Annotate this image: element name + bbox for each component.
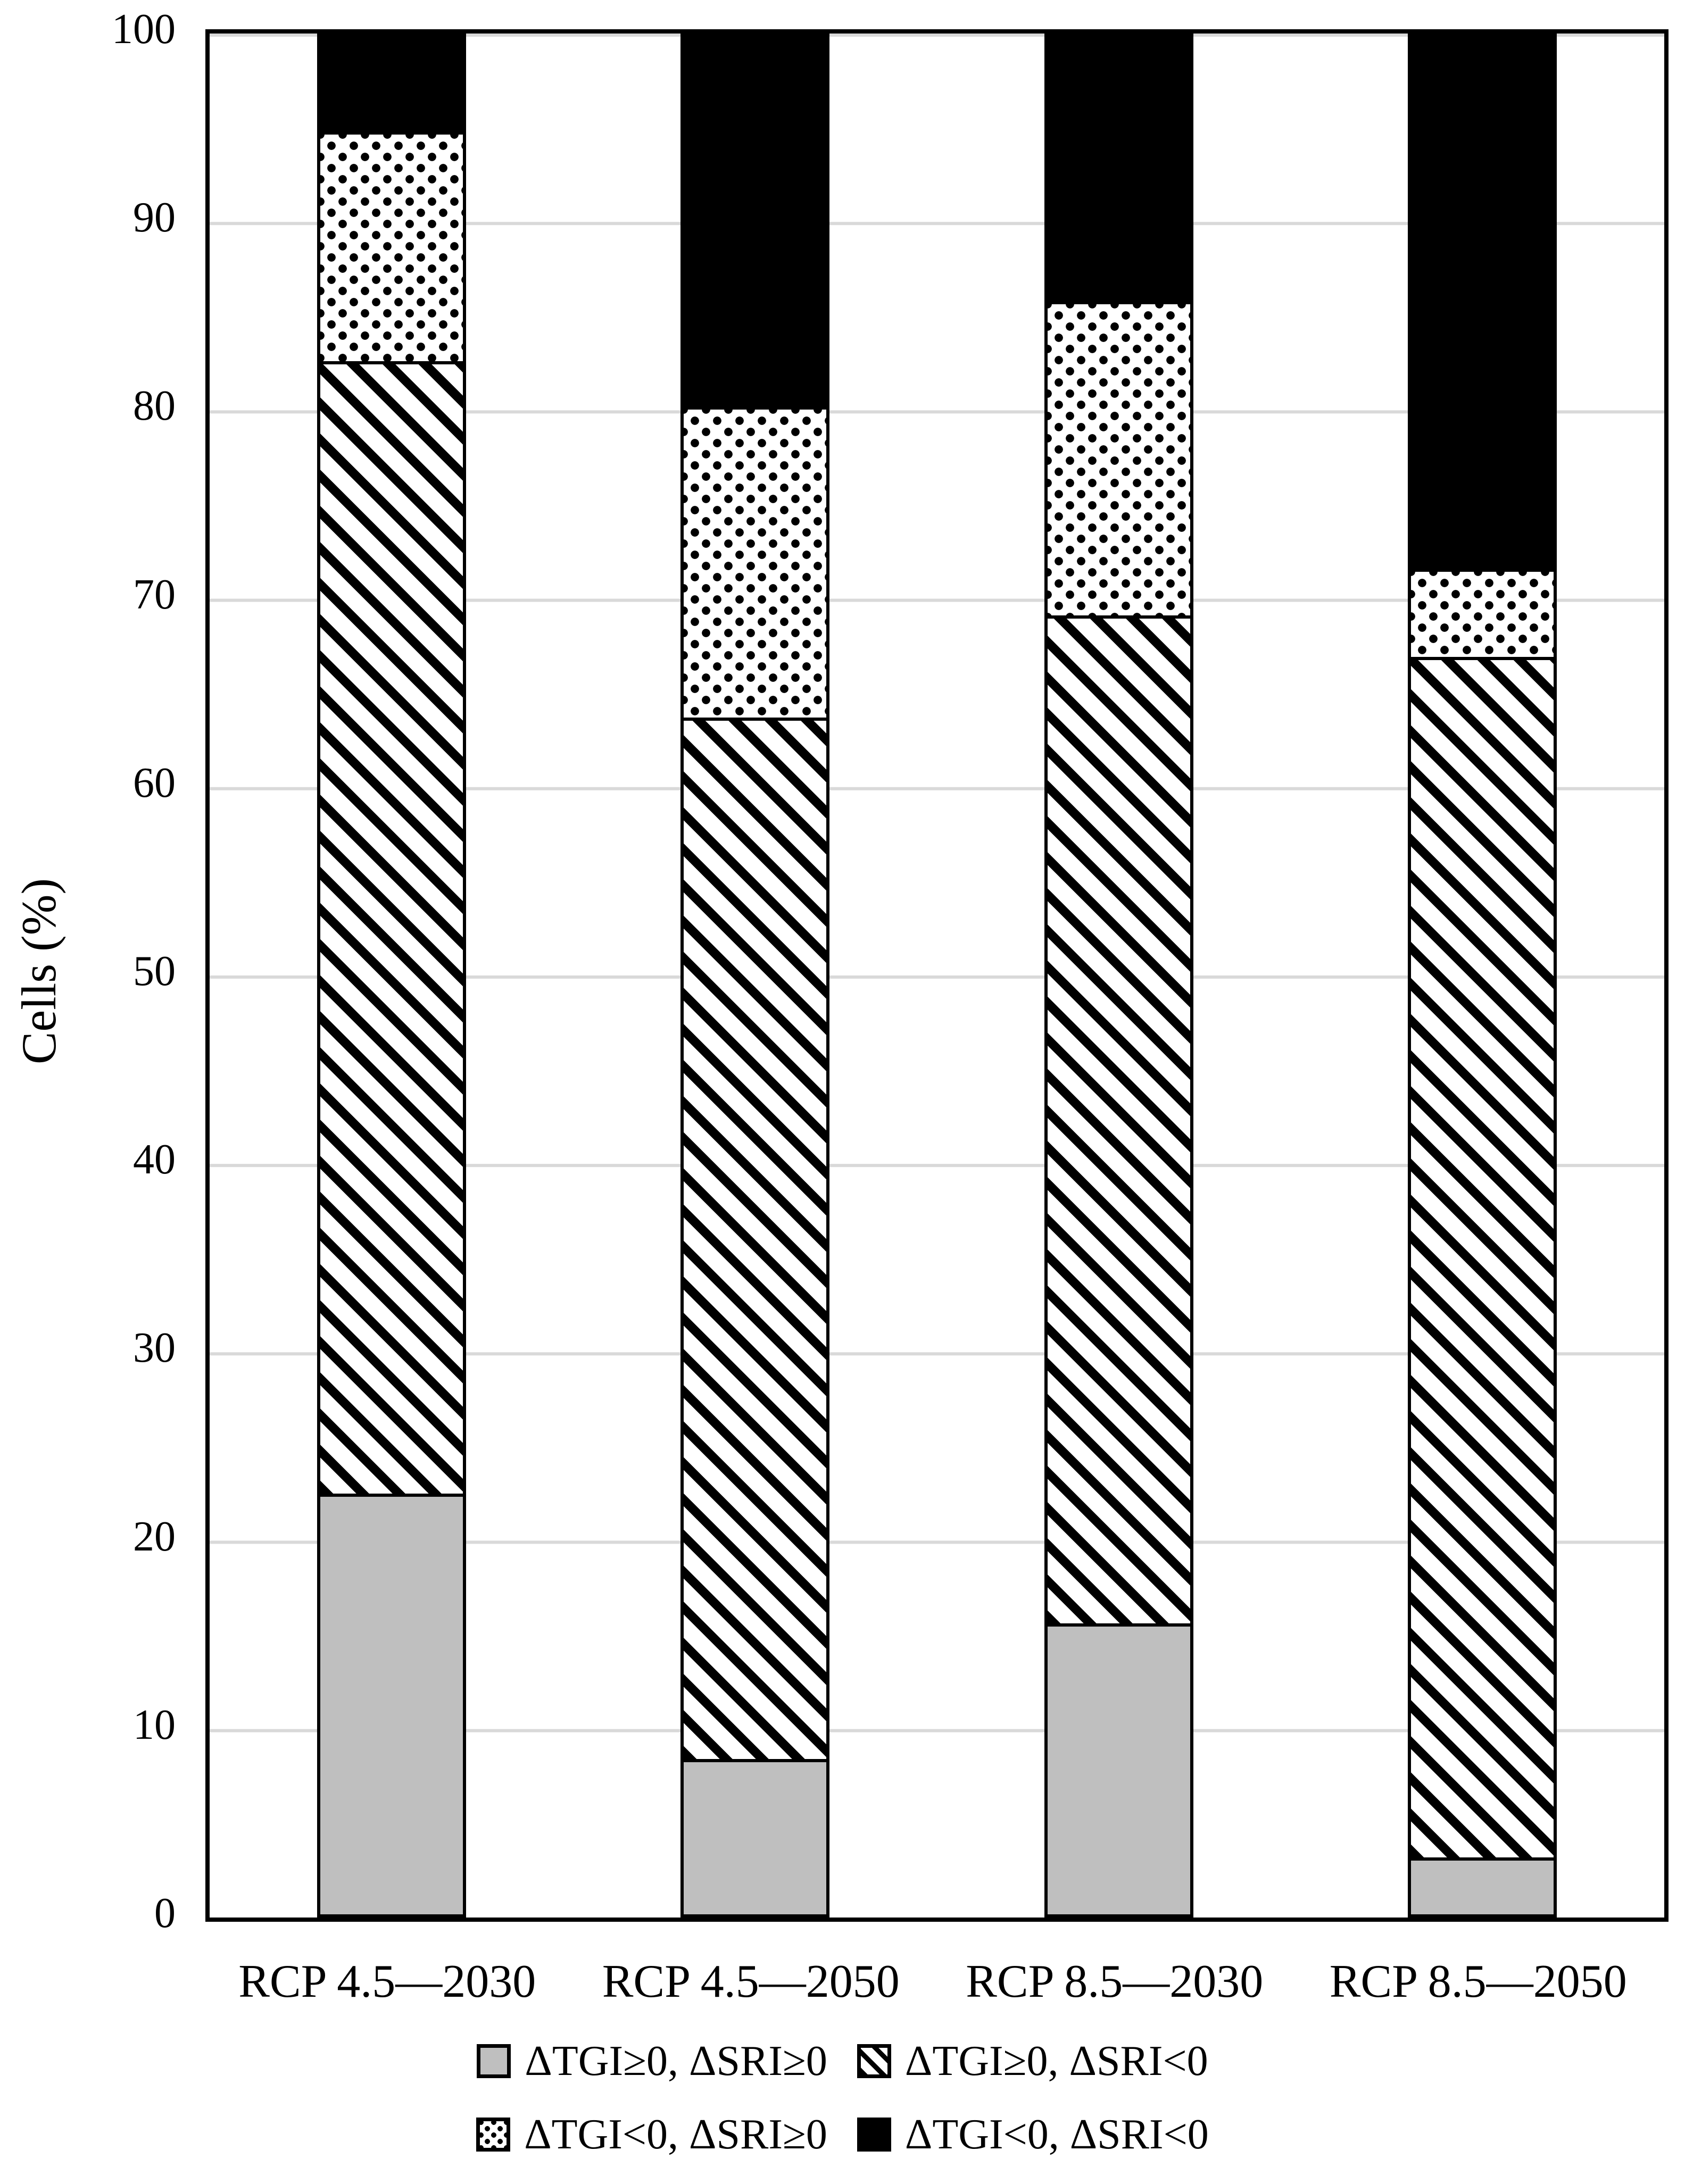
bar-segment-rcp-8-5-2050-series-1 — [1408, 657, 1557, 1857]
x-category-label-rcp-4-5-2030: RCP 4.5—2030 — [238, 1956, 536, 2007]
legend-item-tgi-0-sri-0: ΔTGI<0, ΔSRI≥0 — [476, 2108, 827, 2161]
bar-segment-rcp-8-5-2050-series-0 — [1408, 1857, 1557, 1918]
legend-row-2: ΔTGI<0, ΔSRI≥0 ΔTGI<0, ΔSRI<0 — [476, 2108, 1209, 2161]
plot-area — [205, 29, 1669, 1922]
legend-label: ΔTGI<0, ΔSRI<0 — [904, 2111, 1209, 2158]
y-tick-label-0: 0 — [154, 1890, 176, 1937]
bar-rcp-4-5-2030 — [317, 34, 466, 1918]
y-tick-label-50: 50 — [133, 948, 176, 995]
y-tick-label-30: 30 — [133, 1324, 176, 1372]
bar-segment-rcp-4-5-2050-series-1 — [680, 717, 830, 1760]
bar-segment-rcp-8-5-2030-series-2 — [1044, 301, 1193, 616]
bar-segment-rcp-8-5-2030-series-0 — [1044, 1623, 1193, 1918]
legend-label: ΔTGI≥0, ΔSRI<0 — [904, 2038, 1208, 2085]
bar-segment-rcp-4-5-2030-series-3 — [317, 34, 466, 132]
legend-item-tgi-0-sri-0: ΔTGI≥0, ΔSRI<0 — [857, 2035, 1208, 2088]
y-tick-label-80: 80 — [133, 382, 176, 430]
bar-segment-rcp-8-5-2030-series-1 — [1044, 615, 1193, 1624]
bar-segment-rcp-4-5-2050-series-0 — [680, 1759, 830, 1918]
legend-item-tgi-0-sri-0: ΔTGI<0, ΔSRI<0 — [857, 2108, 1209, 2161]
bar-segment-rcp-4-5-2030-series-1 — [317, 361, 466, 1494]
bar-segment-rcp-4-5-2030-series-0 — [317, 1494, 466, 1918]
bar-segment-rcp-4-5-2050-series-3 — [680, 34, 830, 407]
legend-item-tgi-0-sri-0: ΔTGI≥0, ΔSRI≥0 — [477, 2035, 827, 2088]
bar-segment-rcp-8-5-2050-series-3 — [1408, 34, 1557, 569]
bar-segment-rcp-4-5-2050-series-2 — [680, 406, 830, 718]
legend-swatch-solid-black-icon — [857, 2118, 891, 2152]
legend: ΔTGI≥0, ΔSRI≥0 ΔTGI≥0, ΔSRI<0 ΔTGI<0, ΔSRI… — [0, 2035, 1685, 2161]
x-category-label-rcp-8-5-2050: RCP 8.5—2050 — [1329, 1956, 1627, 2007]
bar-segment-rcp-8-5-2050-series-2 — [1408, 568, 1557, 657]
x-category-label-rcp-8-5-2030: RCP 8.5—2030 — [966, 1956, 1264, 2007]
y-tick-label-10: 10 — [133, 1701, 176, 1748]
bar-rcp-8-5-2030 — [1044, 34, 1193, 1918]
bar-rcp-4-5-2050 — [680, 34, 830, 1918]
y-tick-label-90: 90 — [133, 194, 176, 241]
legend-label: ΔTGI<0, ΔSRI≥0 — [524, 2111, 827, 2158]
legend-swatch-dots-icon — [476, 2118, 511, 2152]
bar-rcp-8-5-2050 — [1408, 34, 1557, 1918]
y-tick-label-60: 60 — [133, 759, 176, 806]
legend-swatch-solid-gray-icon — [477, 2044, 511, 2078]
legend-swatch-diagonal-hatch-icon — [857, 2044, 891, 2078]
x-category-label-rcp-4-5-2050: RCP 4.5—2050 — [602, 1956, 900, 2007]
bar-segment-rcp-8-5-2030-series-3 — [1044, 34, 1193, 301]
legend-row-1: ΔTGI≥0, ΔSRI≥0 ΔTGI≥0, ΔSRI<0 — [477, 2035, 1208, 2088]
y-tick-label-70: 70 — [133, 571, 176, 618]
y-tick-label-20: 20 — [133, 1513, 176, 1560]
legend-label: ΔTGI≥0, ΔSRI≥0 — [525, 2038, 827, 2085]
y-tick-label-40: 40 — [133, 1136, 176, 1183]
bar-segment-rcp-4-5-2030-series-2 — [317, 131, 466, 362]
y-tick-label-100: 100 — [112, 6, 176, 53]
